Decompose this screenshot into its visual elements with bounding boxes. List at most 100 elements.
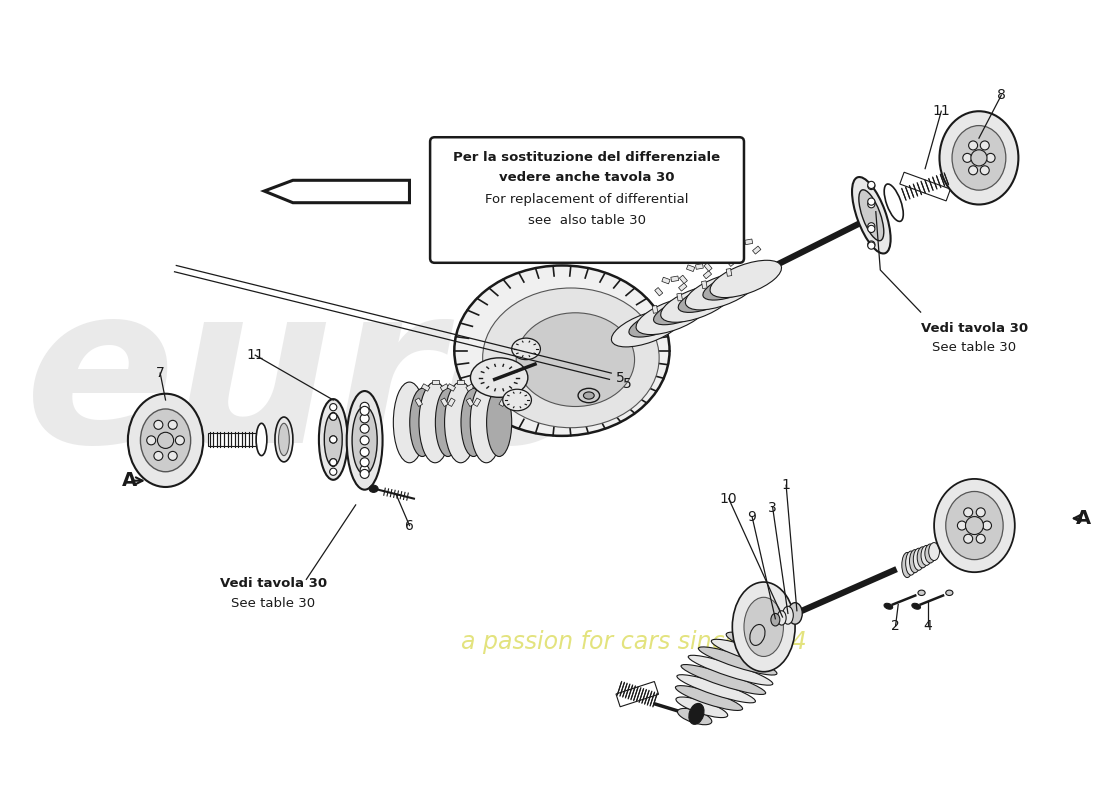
Ellipse shape [917,547,928,568]
Ellipse shape [128,394,204,487]
Ellipse shape [370,485,378,492]
Circle shape [360,447,370,457]
Circle shape [986,154,996,162]
Polygon shape [483,380,490,384]
Text: a passion for cars since 1994: a passion for cars since 1994 [461,630,806,654]
FancyBboxPatch shape [430,138,744,262]
Text: See table 30: See table 30 [933,342,1016,354]
Ellipse shape [444,382,477,462]
Ellipse shape [744,598,783,657]
Ellipse shape [675,686,742,710]
Text: For replacement of differential: For replacement of differential [485,193,689,206]
Ellipse shape [689,703,704,724]
Polygon shape [458,380,464,384]
Ellipse shape [928,542,939,561]
Circle shape [175,436,185,445]
Ellipse shape [278,423,289,456]
Circle shape [957,521,967,530]
Ellipse shape [486,388,512,457]
Ellipse shape [742,625,777,642]
Circle shape [168,451,177,460]
Polygon shape [752,246,761,254]
Polygon shape [448,398,455,406]
Circle shape [969,141,978,150]
Polygon shape [652,306,658,314]
Text: vedere anche tavola 30: vedere anche tavola 30 [499,171,674,184]
Polygon shape [662,277,670,284]
Ellipse shape [681,665,766,694]
Ellipse shape [698,647,777,675]
Polygon shape [616,682,659,706]
Polygon shape [704,263,712,271]
Circle shape [157,432,174,449]
Ellipse shape [256,423,267,456]
Ellipse shape [712,639,779,664]
Circle shape [360,458,370,466]
Circle shape [154,420,163,430]
Circle shape [964,508,972,517]
Text: Per la sostituzione del differenziale: Per la sostituzione del differenziale [453,151,720,164]
Circle shape [330,413,337,420]
Ellipse shape [733,582,795,672]
Circle shape [360,414,370,423]
Text: 11: 11 [246,348,264,362]
Polygon shape [492,384,500,391]
Ellipse shape [461,388,486,457]
Ellipse shape [319,399,348,480]
Text: 1: 1 [782,478,791,492]
Circle shape [168,420,177,430]
Ellipse shape [352,406,377,474]
Text: A: A [1076,509,1091,528]
Ellipse shape [703,270,764,300]
Circle shape [330,436,337,443]
Polygon shape [728,258,736,266]
Circle shape [154,451,163,460]
Polygon shape [900,172,950,201]
Ellipse shape [946,590,953,595]
Ellipse shape [470,382,503,462]
Circle shape [976,534,986,543]
Polygon shape [208,433,257,446]
Polygon shape [728,250,737,259]
Text: 11: 11 [933,104,950,118]
Ellipse shape [394,382,426,462]
Ellipse shape [583,392,594,399]
Ellipse shape [579,388,600,402]
Polygon shape [421,384,430,391]
Text: 3: 3 [768,501,777,514]
Ellipse shape [946,491,1003,560]
Ellipse shape [653,294,715,325]
Ellipse shape [324,413,342,466]
Circle shape [330,436,337,443]
Circle shape [330,468,337,475]
Circle shape [976,508,986,517]
Polygon shape [726,269,732,276]
Circle shape [980,141,989,150]
Polygon shape [466,398,474,406]
Ellipse shape [676,674,756,703]
Circle shape [360,436,370,445]
Text: 5: 5 [623,377,631,391]
Polygon shape [703,270,712,278]
Text: Vedi tavola 30: Vedi tavola 30 [220,578,327,590]
Ellipse shape [918,590,925,595]
Ellipse shape [661,285,733,322]
Circle shape [971,150,987,166]
Ellipse shape [275,417,293,462]
Polygon shape [466,384,474,391]
Circle shape [360,470,370,478]
Text: 4: 4 [923,619,932,633]
Text: euro: euro [25,275,596,489]
Polygon shape [680,275,688,283]
Polygon shape [654,287,663,296]
Ellipse shape [516,313,635,406]
Text: see  also table 30: see also table 30 [528,214,646,227]
Circle shape [962,154,971,162]
Circle shape [146,436,156,445]
Polygon shape [686,265,695,271]
Ellipse shape [436,388,461,457]
Circle shape [868,222,875,230]
Text: See table 30: See table 30 [231,597,316,610]
Ellipse shape [905,551,916,575]
Circle shape [360,424,370,433]
